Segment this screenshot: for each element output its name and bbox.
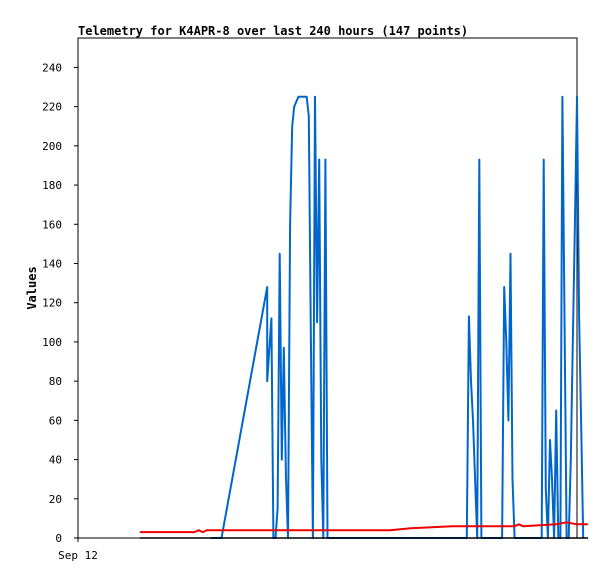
data-point: [320, 458, 323, 461]
data-point: [310, 341, 312, 343]
data-point: [474, 478, 476, 481]
data-point: [285, 529, 287, 531]
data-point: [266, 380, 269, 382]
data-point: [470, 380, 472, 382]
data-point: [308, 115, 310, 118]
data-point: [291, 125, 294, 127]
chart-title: Telemetry for K4APR-8 over last 240 hour…: [78, 24, 468, 38]
data-point: [572, 341, 574, 343]
y-tick-label: 220: [42, 101, 62, 114]
data-point: [578, 315, 580, 318]
data-point: [509, 252, 512, 255]
data-point: [278, 252, 281, 255]
data-point: [193, 531, 196, 533]
data-point: [139, 537, 142, 539]
data-point: [139, 531, 142, 533]
y-tick-label: 120: [42, 297, 62, 310]
data-point: [314, 96, 316, 98]
y-axis-label: Values: [25, 266, 39, 309]
y-tick-label: 240: [42, 61, 62, 74]
data-point: [197, 529, 200, 531]
data-point: [576, 523, 578, 526]
data-point: [478, 158, 481, 161]
data-point: [281, 458, 283, 461]
data-point: [576, 96, 578, 98]
data-point: [586, 523, 589, 526]
data-point: [202, 531, 204, 533]
data-point: [285, 474, 287, 477]
data-point: [283, 347, 285, 349]
data-point: [493, 525, 495, 527]
data-point: [472, 419, 474, 422]
data-point: [586, 537, 589, 539]
data-point: [409, 527, 412, 529]
data-point: [511, 478, 514, 481]
y-tick-label: 40: [49, 454, 62, 467]
data-point: [270, 317, 273, 320]
data-point: [522, 525, 524, 527]
data-point: [580, 425, 582, 428]
data-point: [305, 96, 308, 98]
data-point: [507, 419, 510, 422]
y-axis: 0 20 40 60 80 100 120 140 160 180 200 220 240: [42, 61, 78, 545]
data-point: [503, 286, 506, 288]
data-point: [565, 521, 568, 524]
data-point: [324, 158, 327, 161]
data-point: [542, 158, 545, 161]
series-line-1: [211, 95, 585, 539]
data-point: [318, 158, 321, 161]
data-point: [549, 439, 551, 441]
series-layer: [139, 95, 589, 539]
data-point: [555, 523, 557, 526]
data-point: [574, 223, 576, 226]
data-point: [555, 409, 557, 412]
data-point: [551, 478, 553, 481]
data-point: [276, 507, 279, 510]
data-point: [505, 341, 508, 343]
data-point: [561, 96, 564, 98]
y-tick-label: 0: [55, 532, 62, 545]
y-tick-label: 160: [42, 218, 62, 231]
y-tick-label: 200: [42, 140, 62, 153]
data-point: [513, 525, 516, 527]
data-point: [289, 223, 291, 226]
data-point: [297, 96, 300, 98]
x-tick-label: Sep 12: [58, 549, 98, 562]
data-point: [389, 529, 391, 531]
y-tick-label: 180: [42, 179, 62, 192]
data-point: [266, 286, 269, 288]
data-point: [518, 523, 520, 526]
x-axis: Sep 12: [58, 538, 98, 562]
data-point: [545, 488, 547, 490]
data-point: [206, 529, 208, 531]
data-point: [316, 321, 318, 324]
data-point: [451, 525, 454, 527]
data-point: [563, 315, 566, 318]
y-tick-label: 100: [42, 336, 62, 349]
y-tick-label: 20: [49, 493, 62, 506]
y-tick-label: 60: [49, 414, 62, 427]
y-tick-label: 140: [42, 257, 62, 270]
data-point: [570, 458, 572, 461]
data-point: [293, 105, 296, 108]
data-point: [468, 315, 470, 318]
y-tick-label: 80: [49, 375, 62, 388]
